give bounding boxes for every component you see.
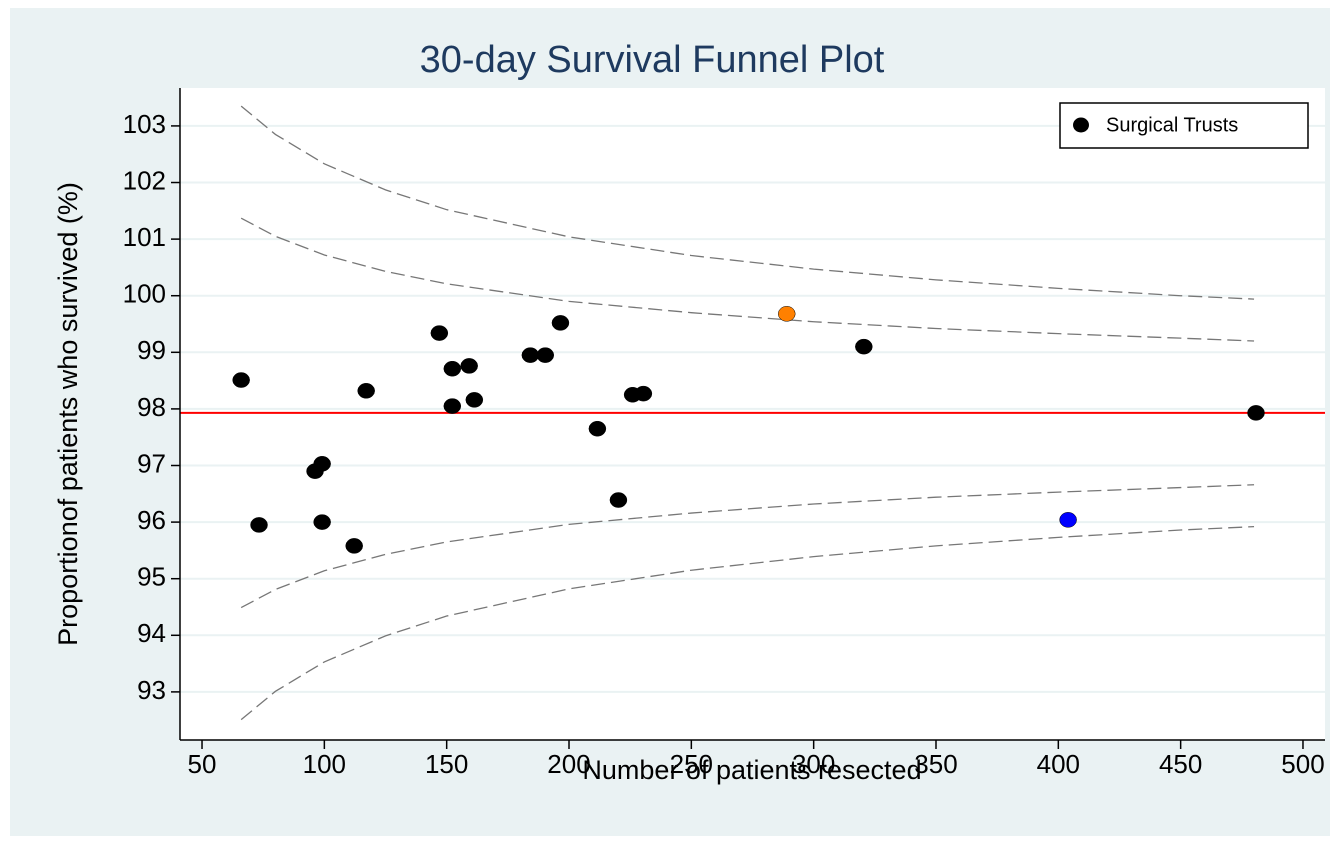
point: [443, 398, 462, 414]
y-tick-label: 102: [123, 165, 166, 195]
x-tick-label: 400: [1037, 749, 1080, 779]
point: [634, 385, 653, 402]
point: [443, 360, 462, 377]
point: [855, 338, 873, 355]
y-tick-label: 95: [137, 562, 166, 592]
point: [357, 383, 375, 399]
marks: [180, 105, 1325, 721]
control-limit: [240, 525, 1255, 721]
y-tick-label: 98: [137, 392, 166, 422]
control-limit: [240, 105, 1255, 300]
x-tick-label: 100: [303, 749, 346, 779]
y-tick-label: 94: [137, 618, 166, 648]
chart-title: 30-day Survival Funnel Plot: [420, 39, 885, 81]
point: [250, 517, 268, 533]
x-tick-label: 500: [1281, 749, 1324, 779]
point: [313, 514, 331, 530]
y-tick-label: 93: [137, 675, 166, 705]
control-limit: [240, 217, 1255, 342]
point: [232, 372, 250, 388]
x-tick-label: 350: [914, 749, 957, 779]
y-tick-label: 103: [123, 109, 166, 139]
y-tick-label: 97: [137, 448, 166, 478]
legend-marker: [1073, 117, 1089, 133]
x-axis-label: Number of patients resected: [582, 755, 921, 785]
y-tick-label: 96: [137, 505, 166, 535]
x-tick-label: 150: [425, 749, 468, 779]
control-limit: [240, 484, 1255, 609]
y-axis-label: Proportionof patients who survived (%): [53, 182, 83, 646]
point: [460, 358, 478, 374]
point: [609, 492, 628, 508]
legend-box: [1059, 102, 1309, 149]
point: [1247, 405, 1265, 421]
point: [313, 456, 331, 472]
y-tick-label: 99: [137, 335, 166, 365]
point: [345, 538, 363, 554]
point: [551, 315, 570, 331]
point: [778, 306, 796, 322]
y-tick-label: 100: [123, 279, 166, 309]
point: [588, 420, 607, 437]
point: [430, 325, 449, 341]
x-tick-label: 250: [670, 749, 713, 779]
x-tick-label: 450: [1159, 749, 1202, 779]
legend: Surgical Trusts: [1059, 102, 1309, 149]
point: [465, 392, 484, 408]
x-tick-label: 50: [188, 749, 217, 779]
legend-label: Surgical Trusts: [1106, 114, 1238, 136]
x-tick-label: 300: [792, 749, 835, 779]
x-tick-label: 200: [547, 749, 590, 779]
point: [1059, 512, 1077, 528]
point: [521, 347, 540, 363]
point: [536, 347, 555, 363]
plot-area: [180, 88, 1325, 740]
y-tick-label: 101: [123, 222, 166, 252]
